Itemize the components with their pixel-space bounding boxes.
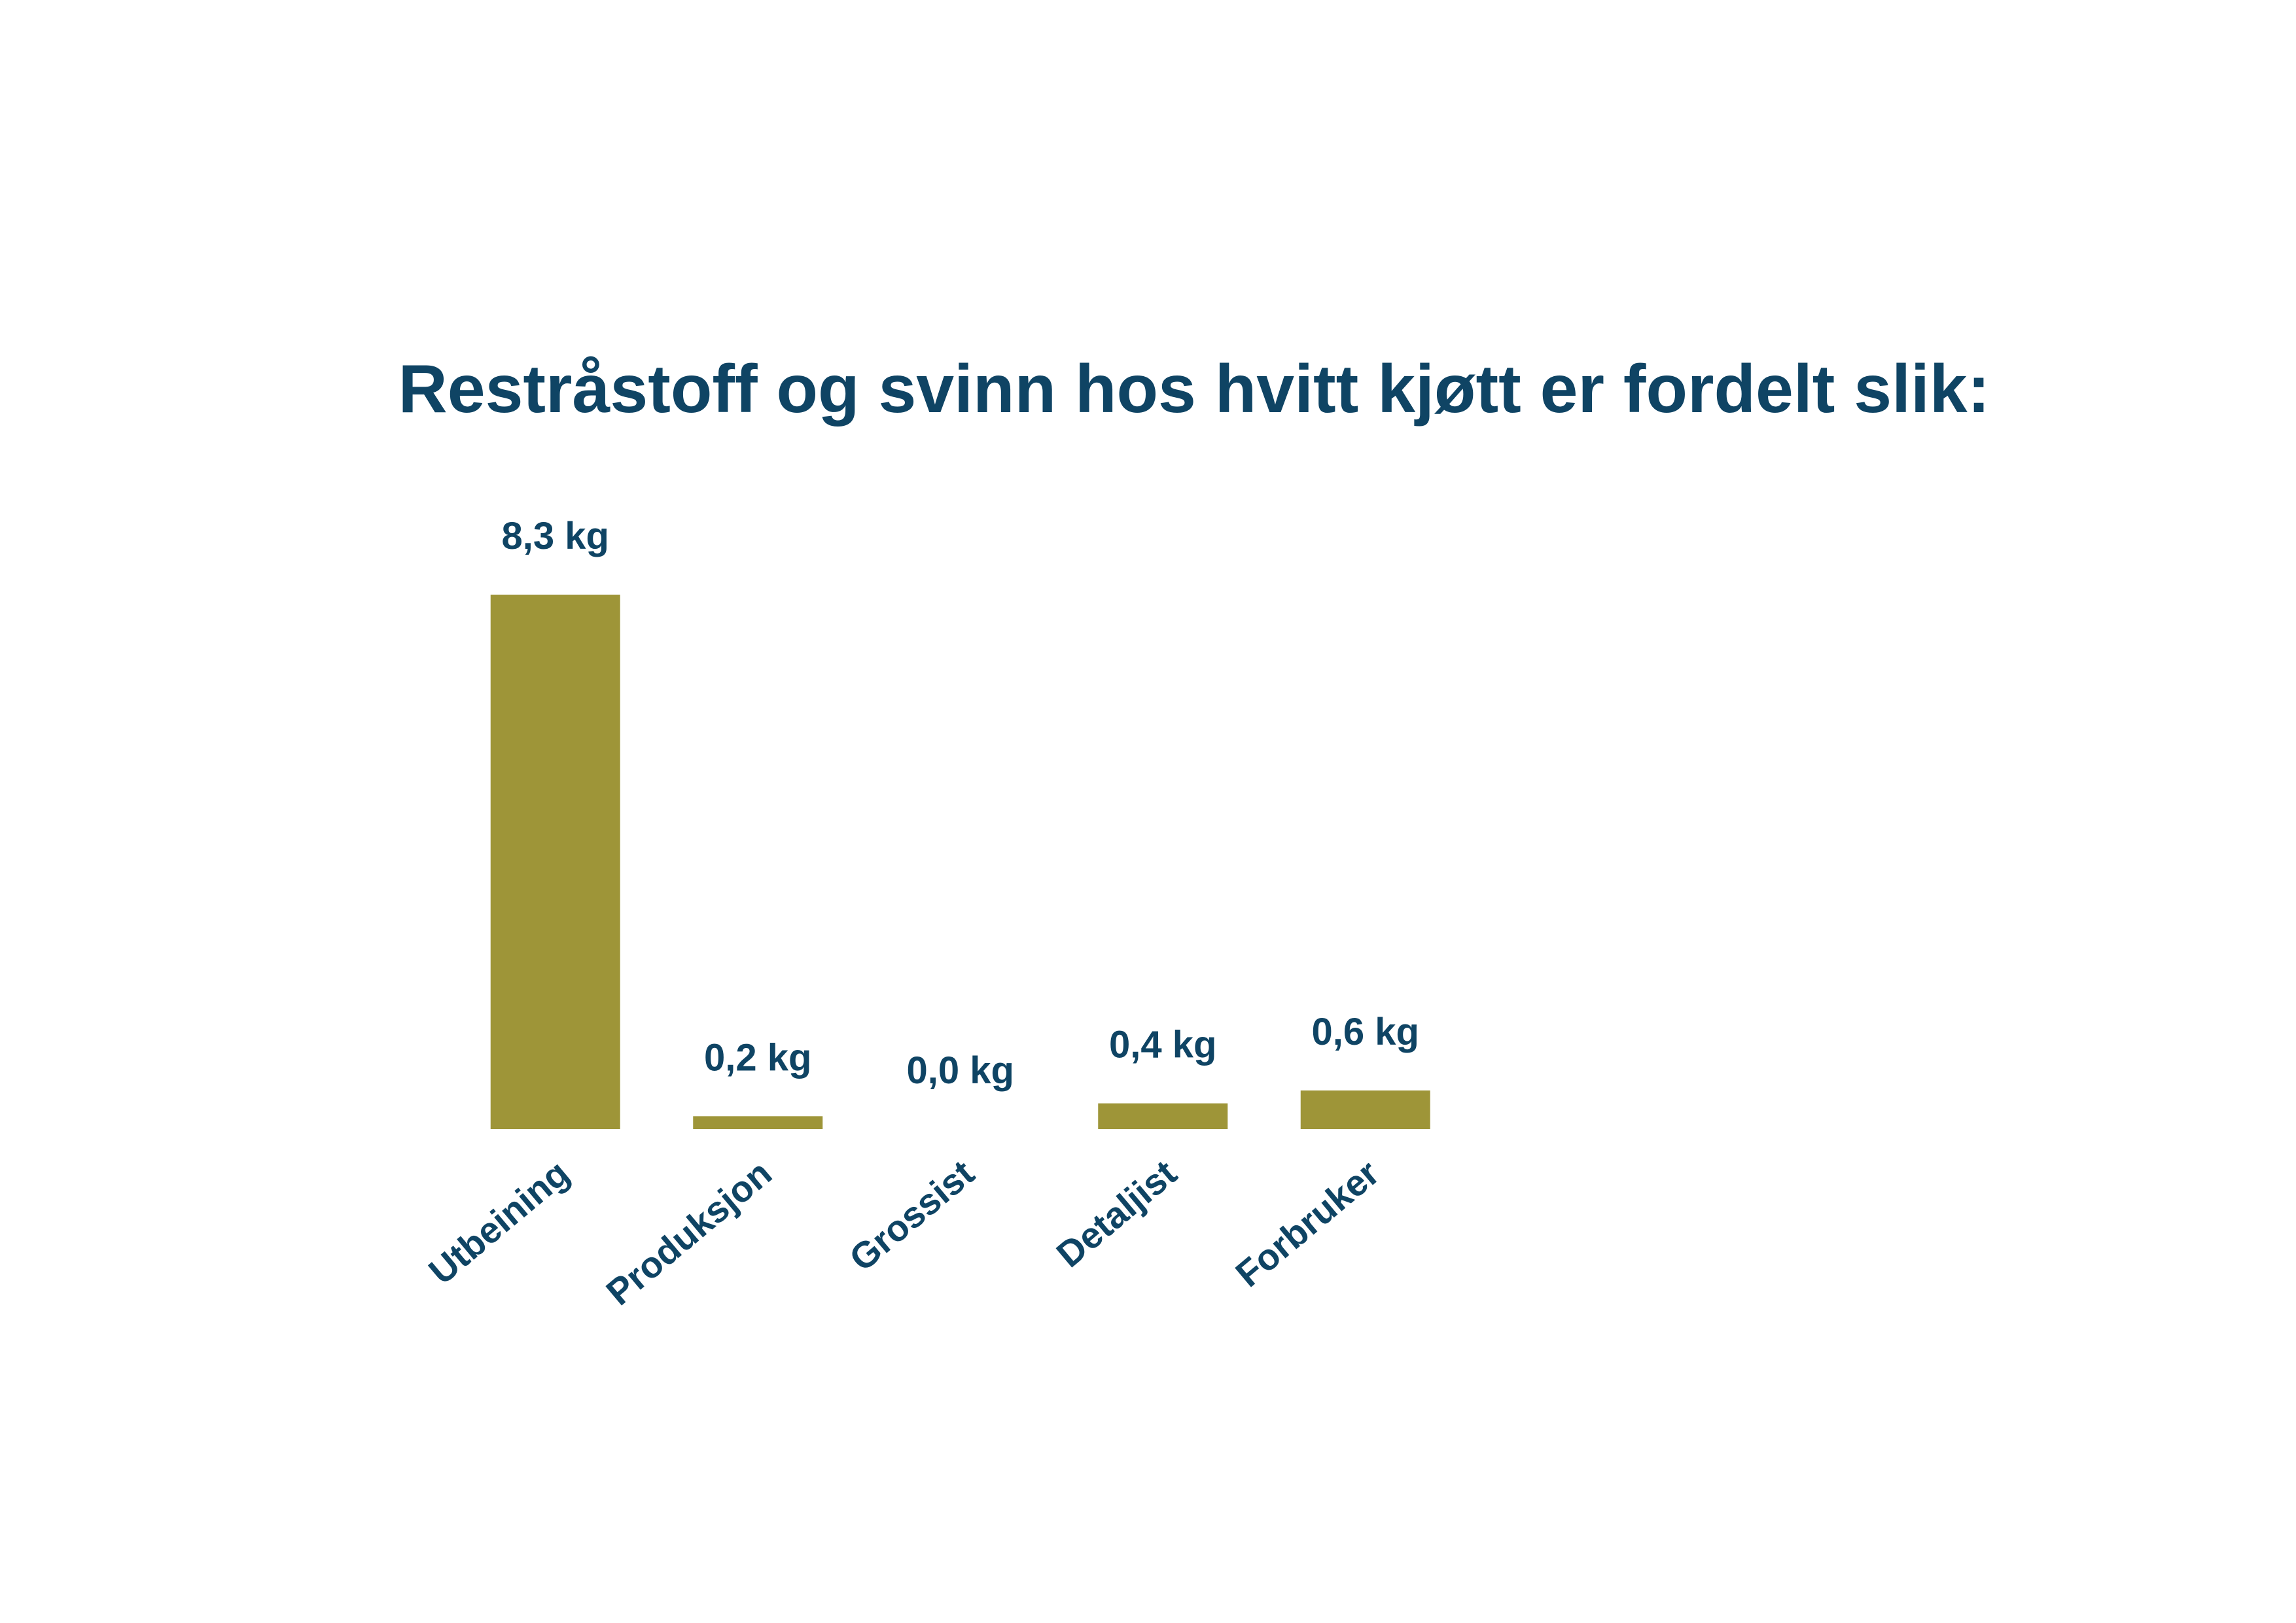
value-label: 8,3 kg — [502, 515, 609, 557]
bar — [1098, 1103, 1228, 1129]
value-label: 0,0 kg — [907, 1049, 1014, 1092]
value-label: 0,6 kg — [1312, 1011, 1419, 1053]
bar — [1300, 1090, 1430, 1129]
chart-title: Restråstoff og svinn hos hvitt kjøtt er … — [398, 351, 1990, 427]
bar — [693, 1116, 823, 1129]
value-label: 0,4 kg — [1109, 1024, 1216, 1066]
value-label: 0,2 kg — [704, 1036, 811, 1079]
bar — [490, 595, 620, 1129]
